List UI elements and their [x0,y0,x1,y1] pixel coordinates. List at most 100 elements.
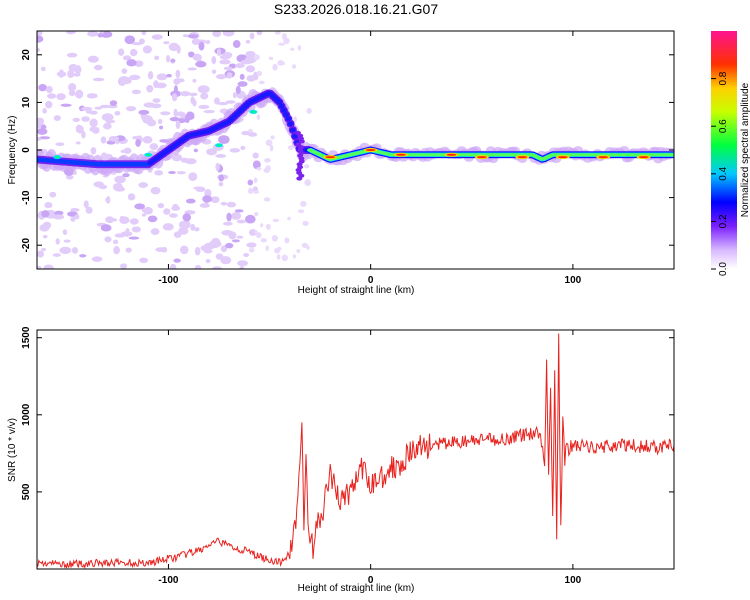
noise-speckle [129,48,138,57]
noise-speckle [55,142,65,147]
noise-speckle [268,56,274,61]
noise-speckle [89,110,98,115]
noise-speckle [37,137,42,141]
noise-speckle [256,70,263,77]
noise-speckle [98,184,107,190]
noise-speckle [131,226,142,233]
snr-xlabel: Height of straight line (km) [298,583,415,594]
noise-speckle [141,213,147,217]
noise-speckle [123,147,132,154]
noise-speckle [253,54,260,61]
noise-speckle [175,120,181,129]
noise-speckle [272,63,278,71]
snr-ytick-label: 500 [21,483,32,500]
noise-speckle [217,101,229,106]
colorbar-tick-label: 0.4 [718,166,729,180]
noise-speckle [127,193,136,201]
ridge-hotspot [325,156,336,159]
noise-speckle [49,191,57,198]
noise-speckle [223,221,233,226]
noise-speckle [105,216,114,224]
noise-speckle [122,173,130,178]
noise-speckle [147,215,158,223]
noise-speckle [172,203,179,209]
noise-speckle [119,263,128,269]
noise-speckle [226,212,232,222]
noise-speckle [297,209,305,214]
noise-speckle [197,85,210,94]
noise-speckle [218,135,230,144]
snr-xtick-label: 0 [368,575,374,586]
snr-series-line [37,333,674,569]
noise-speckle [171,93,178,102]
noise-speckle [276,254,281,260]
noise-speckle [168,170,176,175]
ridge-core [280,108,287,113]
noise-speckle [46,93,57,99]
noise-speckle [166,73,172,78]
noise-speckle [304,164,310,169]
noise-speckle [93,64,103,71]
noise-speckle [239,265,245,269]
noise-speckle [99,104,110,109]
ridge-hotspot [251,110,256,113]
noise-speckle [215,154,227,158]
noise-speckle [41,210,50,218]
noise-speckle [104,236,112,243]
noise-speckle [263,167,270,173]
noise-speckle [153,80,159,89]
noise-speckle [52,214,65,220]
noise-speckle [59,246,72,255]
noise-speckle [190,96,195,105]
noise-speckle [240,145,246,151]
noise-speckle [263,197,271,202]
noise-speckle [163,208,171,215]
noise-speckle [142,45,152,54]
spectrogram-ytick-label: -20 [21,238,32,253]
noise-speckle [141,31,147,36]
noise-speckle [231,239,240,243]
noise-speckle [212,266,222,269]
noise-speckle [44,202,53,209]
noise-speckle [74,214,80,220]
noise-speckle [296,249,301,254]
noise-speckle [218,174,224,182]
noise-speckle [74,65,82,75]
noise-speckle [173,258,181,263]
noise-speckle [124,35,136,45]
noise-speckle [292,254,296,259]
noise-speckle [253,177,258,184]
noise-speckle [76,125,84,134]
noise-speckle [252,160,261,170]
noise-speckle [216,48,222,57]
noise-speckle [125,247,132,253]
noise-speckle [97,32,104,38]
noise-speckle [265,223,271,230]
ridge-hotspot [638,156,649,159]
noise-speckle [56,71,67,77]
noise-speckle [174,78,185,83]
transition-blob [298,159,305,164]
noise-speckle [120,149,126,154]
noise-speckle [265,139,273,147]
noise-speckle [68,82,77,92]
noise-speckle [156,73,168,81]
noise-speckle [118,76,130,84]
noise-speckle [270,135,275,140]
noise-speckle [302,220,309,226]
noise-speckle [187,34,199,39]
ridge-hotspot [146,153,151,156]
noise-speckle [237,81,248,87]
noise-speckle [278,42,286,46]
noise-speckle [100,224,112,232]
noise-speckle [228,231,237,240]
colorbar-gradient [711,31,737,269]
noise-speckle [146,85,154,93]
noise-speckle [225,242,234,249]
noise-speckle [194,264,202,269]
ridge-core [289,127,296,133]
noise-speckle [220,256,232,265]
noise-speckle [206,148,218,156]
noise-speckle [122,55,132,61]
noise-speckle [142,135,153,144]
